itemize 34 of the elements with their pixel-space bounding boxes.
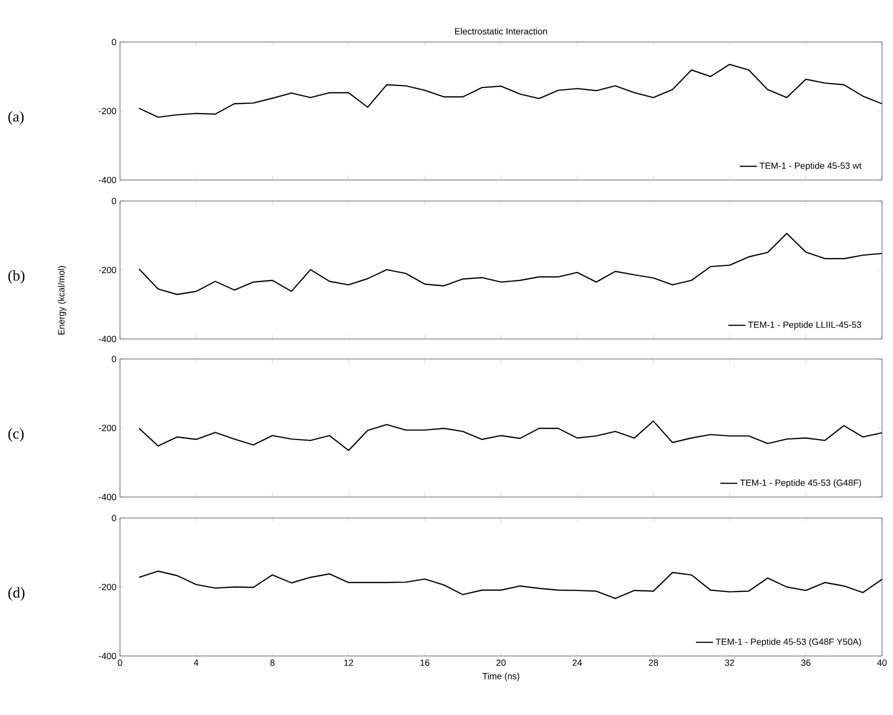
y-tick-label: -200 — [98, 424, 116, 432]
x-tick-label: 40 — [877, 660, 887, 666]
y-tick-label: -400 — [98, 336, 116, 342]
legend-label: TEM-1 - Peptide 45-53 (G48F Y50A) — [716, 638, 862, 647]
x-tick-label: 24 — [572, 660, 582, 666]
legend-label: TEM-1 - Peptide LLIIL-45-53 — [748, 321, 862, 330]
y-tick-label: 0 — [112, 38, 116, 46]
text: (a) — [8, 111, 24, 125]
legend-label: TEM-1 - Peptide 45-53 wt — [760, 162, 862, 171]
y-tick-label: -200 — [98, 108, 116, 114]
x-tick-label: 12 — [344, 660, 354, 666]
text: (b) — [8, 270, 24, 284]
y-axis-title: Energy (kcal/mol) — [58, 266, 66, 335]
y-tick-label: -400 — [98, 176, 116, 184]
x-tick-label: 8 — [270, 660, 274, 666]
legend-label: TEM-1 - Peptide 45-53 (G48F) — [740, 479, 862, 488]
x-tick-label: 32 — [724, 660, 734, 666]
text: (c) — [8, 428, 24, 442]
x-tick-label: 0 — [118, 660, 122, 666]
y-tick-label: -400 — [98, 652, 116, 660]
chart-title: Electrostatic Interaction — [455, 28, 548, 35]
y-tick-label: -200 — [98, 584, 116, 590]
x-tick-label: 4 — [194, 660, 198, 666]
x-tick-label: 20 — [496, 660, 506, 666]
x-tick-label: 36 — [801, 660, 810, 666]
x-tick-label: 28 — [648, 660, 658, 666]
x-tick-label: 16 — [420, 660, 430, 666]
y-tick-label: 0 — [112, 356, 116, 362]
text: (d) — [8, 587, 24, 601]
y-tick-label: 0 — [112, 514, 116, 522]
y-tick-label: -400 — [98, 494, 116, 500]
x-axis-title: Time (ns) — [482, 672, 520, 682]
y-tick-label: -200 — [98, 266, 116, 274]
y-tick-label: 0 — [112, 198, 116, 204]
